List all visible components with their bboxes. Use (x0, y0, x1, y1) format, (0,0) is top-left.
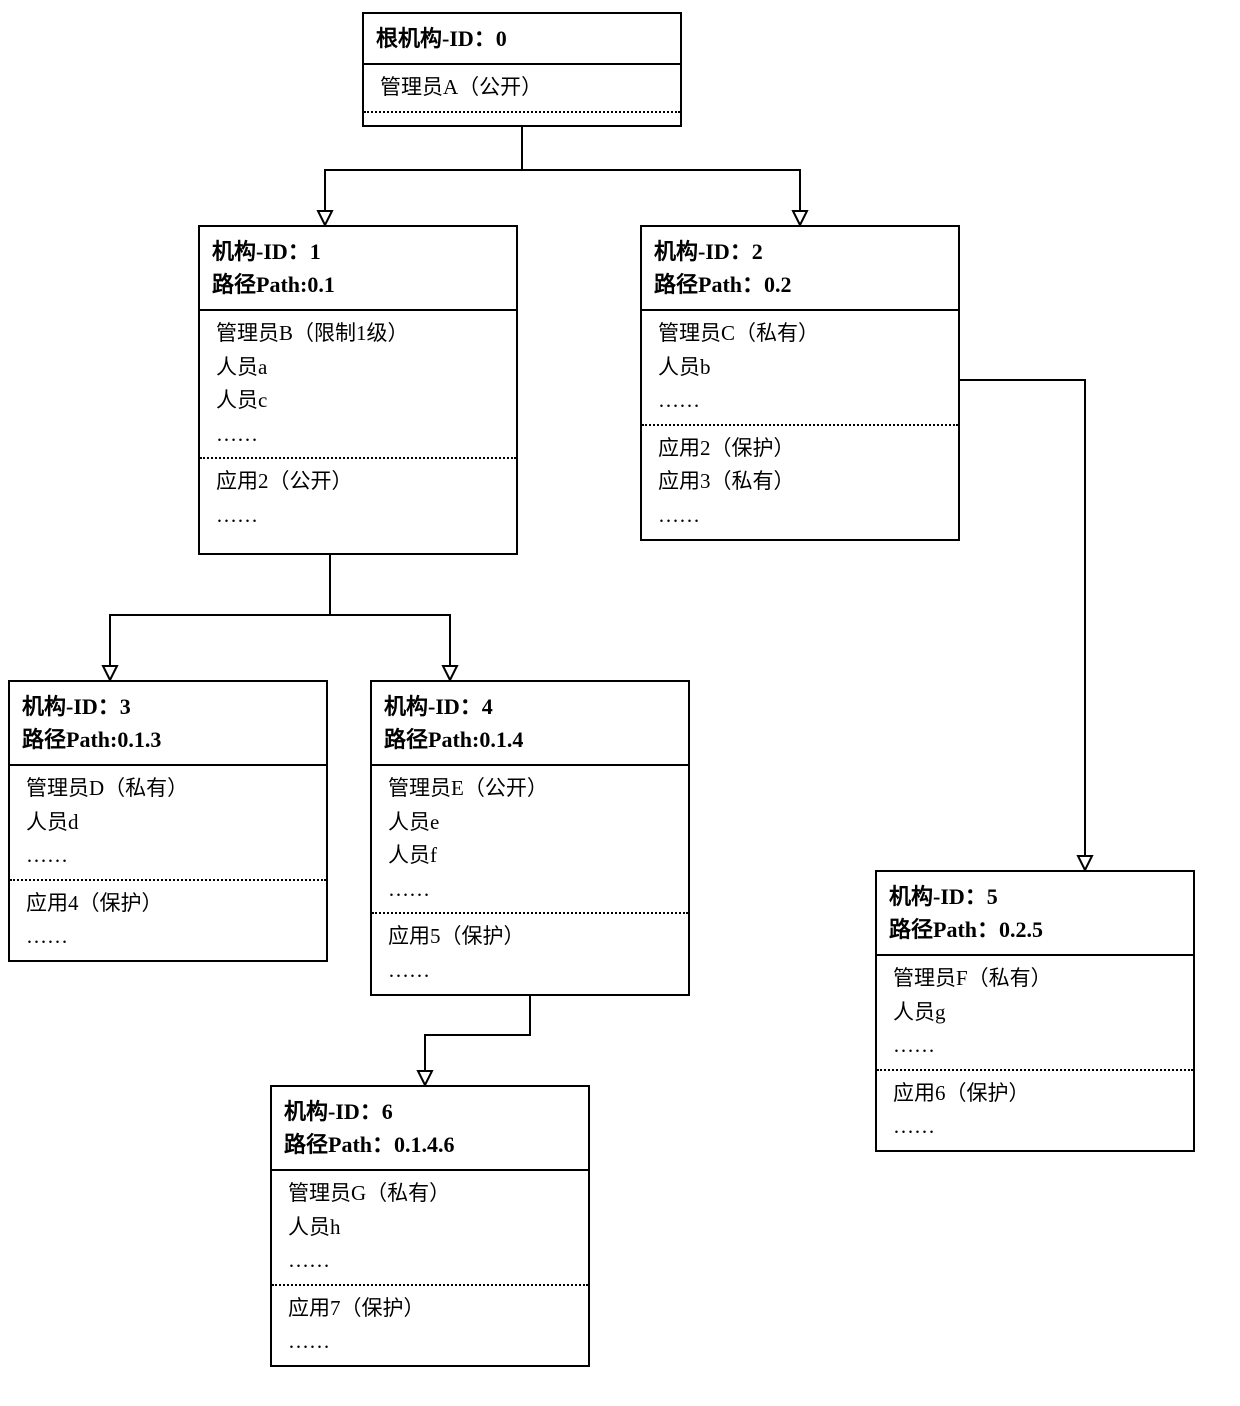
node-path: 路径Path:0.1.3 (22, 723, 314, 756)
node-line: …… (388, 954, 672, 988)
node-line: 人员b (658, 351, 942, 385)
node-line: …… (288, 1325, 572, 1359)
node-title: 机构-ID：3 (22, 690, 314, 723)
node-line: …… (658, 499, 942, 533)
node-line: …… (893, 1029, 1177, 1063)
node-line: 应用5（保护） (388, 920, 672, 954)
node-line: …… (26, 839, 310, 873)
node-title: 机构-ID：1 (212, 235, 504, 268)
node-line: …… (26, 920, 310, 954)
node-section-2: 应用2（保护） 应用3（私有） …… (642, 424, 958, 539)
node-org-1: 机构-ID：1 路径Path:0.1 管理员B（限制1级） 人员a 人员c ……… (198, 225, 518, 555)
node-path: 路径Path：0.2.5 (889, 913, 1181, 946)
node-line: 人员f (388, 839, 672, 873)
node-section-1: 管理员C（私有） 人员b …… (642, 311, 958, 424)
node-line: 管理员D（私有） (26, 772, 310, 806)
node-path: 路径Path:0.1 (212, 268, 504, 301)
node-line: …… (216, 418, 500, 452)
node-org-4: 机构-ID：4 路径Path:0.1.4 管理员E（公开） 人员e 人员f ……… (370, 680, 690, 996)
node-section-1: 管理员E（公开） 人员e 人员f …… (372, 766, 688, 912)
node-line: …… (658, 384, 942, 418)
node-section-2: 应用6（保护） …… (877, 1069, 1193, 1150)
node-line: 管理员A（公开） (380, 71, 664, 105)
node-title: 机构-ID：5 (889, 880, 1181, 913)
node-org-6: 机构-ID：6 路径Path：0.1.4.6 管理员G（私有） 人员h …… 应… (270, 1085, 590, 1367)
node-line: 应用4（保护） (26, 887, 310, 921)
node-title: 机构-ID：6 (284, 1095, 576, 1128)
node-section-1: 管理员G（私有） 人员h …… (272, 1171, 588, 1284)
node-header: 机构-ID：4 路径Path:0.1.4 (372, 682, 688, 766)
node-section-1: 管理员D（私有） 人员d …… (10, 766, 326, 879)
node-section-1: 管理员B（限制1级） 人员a 人员c …… (200, 311, 516, 457)
node-section-2: 应用2（公开） …… (200, 457, 516, 538)
node-path: 路径Path：0.1.4.6 (284, 1128, 576, 1161)
node-line: 管理员F（私有） (893, 962, 1177, 996)
node-path: 路径Path：0.2 (654, 268, 946, 301)
node-line: 人员e (388, 806, 672, 840)
node-section-1: 管理员A（公开） (364, 65, 680, 111)
node-header: 机构-ID：1 路径Path:0.1 (200, 227, 516, 311)
node-title: 根机构-ID：0 (376, 22, 668, 55)
node-line: …… (893, 1110, 1177, 1144)
node-org-3: 机构-ID：3 路径Path:0.1.3 管理员D（私有） 人员d …… 应用4… (8, 680, 328, 962)
node-org-2: 机构-ID：2 路径Path：0.2 管理员C（私有） 人员b …… 应用2（保… (640, 225, 960, 541)
node-line: 应用7（保护） (288, 1292, 572, 1326)
node-section-1: 管理员F（私有） 人员g …… (877, 956, 1193, 1069)
node-line: 管理员B（限制1级） (216, 317, 500, 351)
node-line: 人员c (216, 384, 500, 418)
node-section-2: 应用7（保护） …… (272, 1284, 588, 1365)
node-line: 人员h (288, 1211, 572, 1245)
node-path: 路径Path:0.1.4 (384, 723, 676, 756)
node-line: 应用6（保护） (893, 1077, 1177, 1111)
node-line: …… (216, 499, 500, 533)
node-line: 人员d (26, 806, 310, 840)
node-line: 应用2（公开） (216, 465, 500, 499)
node-section-2: 应用5（保护） …… (372, 912, 688, 993)
node-root-0: 根机构-ID：0 管理员A（公开） (362, 12, 682, 127)
node-line: 应用2（保护） (658, 432, 942, 466)
node-org-5: 机构-ID：5 路径Path：0.2.5 管理员F（私有） 人员g …… 应用6… (875, 870, 1195, 1152)
node-header: 根机构-ID：0 (364, 14, 680, 65)
node-line: 人员a (216, 351, 500, 385)
node-line: 应用3（私有） (658, 465, 942, 499)
node-line: 人员g (893, 996, 1177, 1030)
node-line: …… (288, 1244, 572, 1278)
node-header: 机构-ID：5 路径Path：0.2.5 (877, 872, 1193, 956)
node-title: 机构-ID：4 (384, 690, 676, 723)
node-line: 管理员C（私有） (658, 317, 942, 351)
node-title: 机构-ID：2 (654, 235, 946, 268)
node-header: 机构-ID：2 路径Path：0.2 (642, 227, 958, 311)
node-header: 机构-ID：3 路径Path:0.1.3 (10, 682, 326, 766)
node-section-2 (364, 111, 680, 125)
node-line: 管理员E（公开） (388, 772, 672, 806)
node-section-2: 应用4（保护） …… (10, 879, 326, 960)
node-line: …… (388, 873, 672, 907)
node-header: 机构-ID：6 路径Path：0.1.4.6 (272, 1087, 588, 1171)
node-line: 管理员G（私有） (288, 1177, 572, 1211)
